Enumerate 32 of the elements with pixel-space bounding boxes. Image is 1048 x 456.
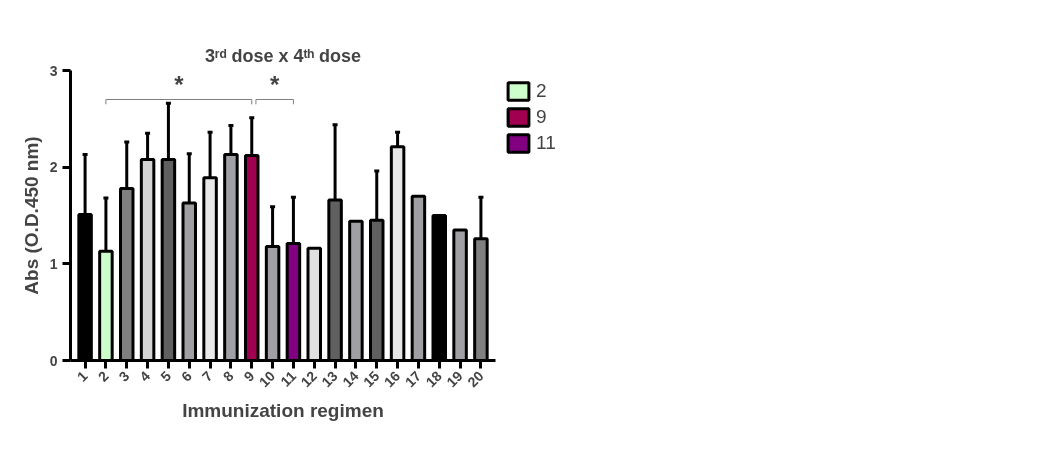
x-tick-label: 4 — [136, 367, 154, 385]
x-tick-label: 13 — [318, 367, 341, 391]
x-axis-title: Immunization regimen — [182, 399, 384, 421]
x-tick-label: 14 — [339, 367, 362, 391]
x-tick-label: 17 — [401, 367, 425, 391]
x-tick-label: 3 — [115, 367, 133, 385]
x-tick-label: 9 — [240, 367, 258, 385]
chart-title: 3ʳᵈ dose x 4ᵗʰ dose — [204, 45, 362, 66]
x-tick-label: 15 — [360, 367, 383, 391]
y-tick-label: 1 — [49, 255, 58, 272]
x-tick-label: 7 — [198, 367, 216, 385]
x-tick-label: 10 — [255, 367, 279, 391]
annotation: * — [174, 70, 185, 98]
x-tick-label: 8 — [219, 367, 237, 385]
x-tick-label: 12 — [297, 367, 321, 391]
x-tick-label: 5 — [157, 367, 175, 385]
x-tick-label: 11 — [277, 367, 300, 390]
legend-label: 9 — [536, 106, 548, 128]
x-tick-label: 18 — [422, 367, 446, 391]
x-tick-label: 16 — [380, 367, 404, 391]
x-tick-label: 2 — [94, 367, 112, 385]
annotation: * — [270, 70, 280, 98]
y-axis-title: Abs (O.D.450 nm) — [20, 136, 42, 295]
legend-label: 2 — [536, 80, 548, 102]
x-tick-label: 6 — [178, 367, 196, 385]
y-tick-label: 0 — [49, 352, 58, 369]
y-tick-label: 3 — [49, 62, 58, 79]
x-tick-label: 19 — [443, 367, 466, 391]
legend-label: 11 — [536, 132, 556, 154]
x-tick-label: 1 — [73, 367, 91, 385]
x-tick-label: 20 — [464, 367, 487, 391]
y-tick-label: 2 — [49, 159, 58, 176]
